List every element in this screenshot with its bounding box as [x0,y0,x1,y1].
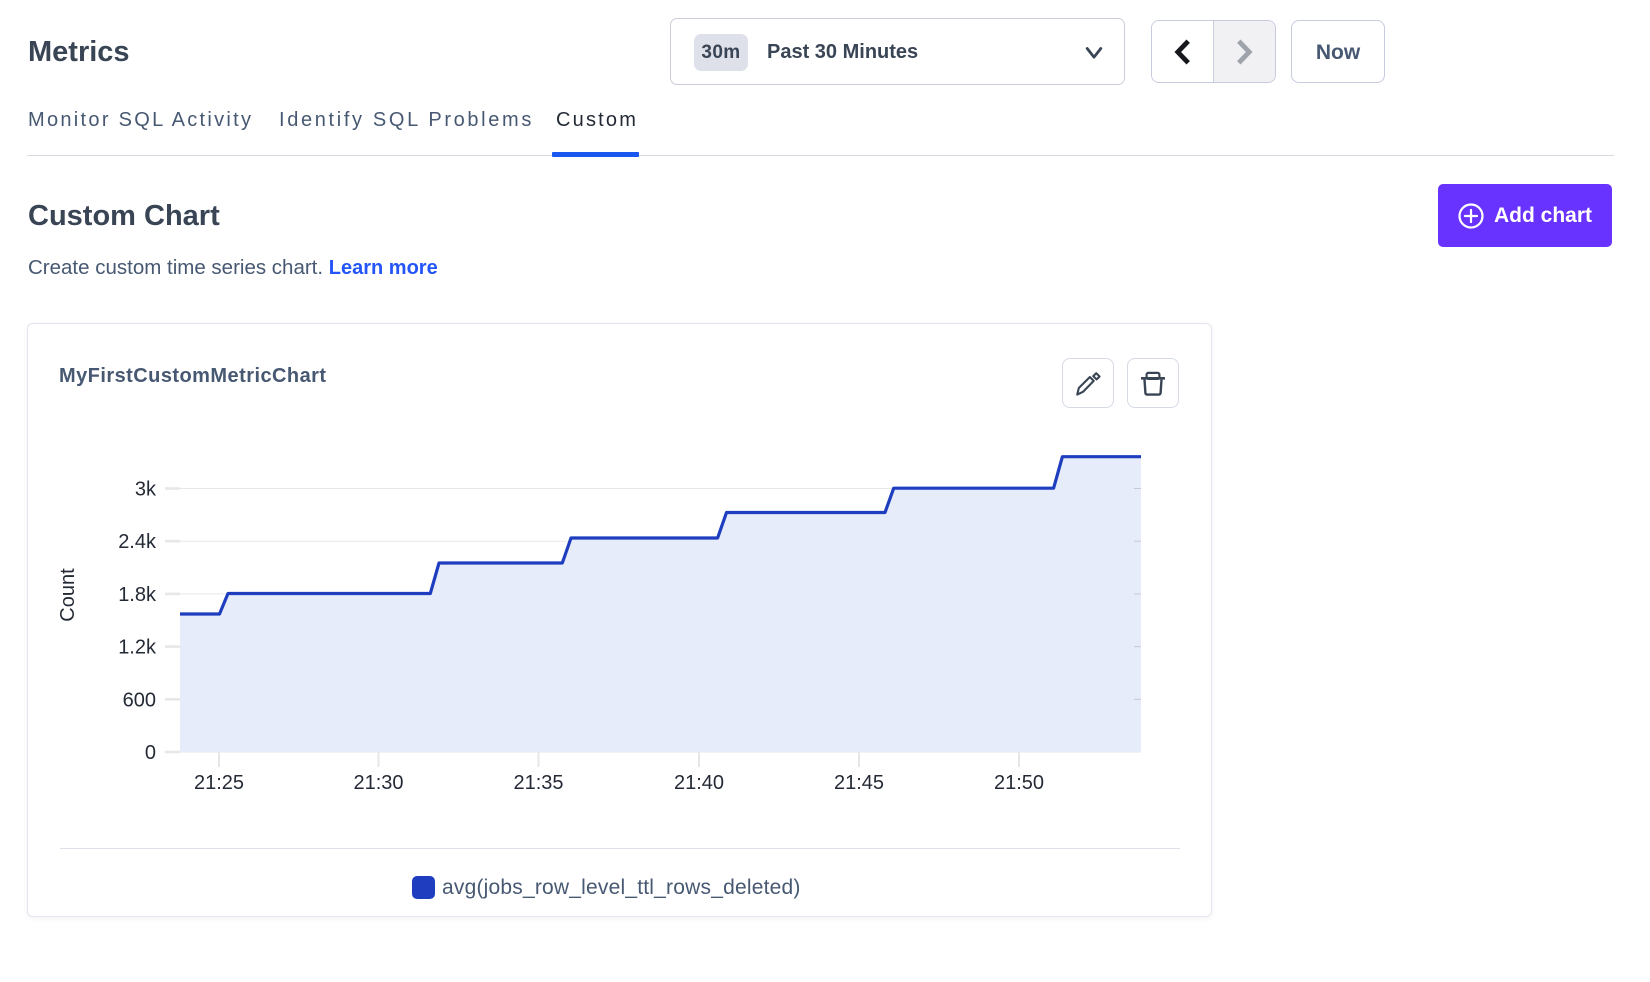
svg-text:1.8k: 1.8k [118,584,157,606]
svg-text:2.4k: 2.4k [118,531,157,553]
svg-text:1.2k: 1.2k [118,637,157,659]
svg-text:21:50: 21:50 [994,772,1044,794]
svg-text:Count: Count [57,568,79,622]
svg-text:21:45: 21:45 [834,772,884,794]
svg-text:21:25: 21:25 [194,772,244,794]
svg-text:21:30: 21:30 [353,772,403,794]
svg-text:600: 600 [123,689,156,711]
svg-text:21:35: 21:35 [513,772,563,794]
svg-text:3k: 3k [135,479,157,501]
svg-text:0: 0 [145,742,156,764]
svg-text:21:40: 21:40 [674,772,724,794]
